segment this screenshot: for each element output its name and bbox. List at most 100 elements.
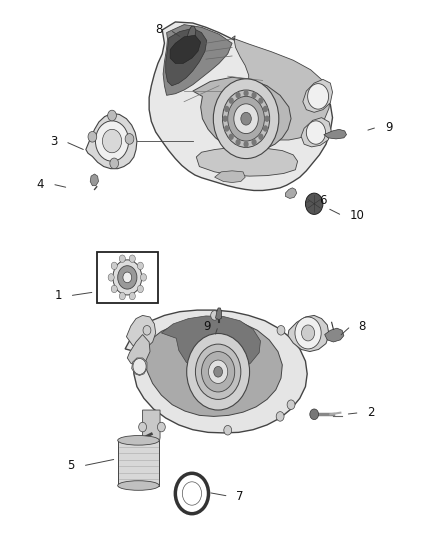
Polygon shape <box>303 79 332 112</box>
Ellipse shape <box>118 481 159 490</box>
Circle shape <box>295 317 321 349</box>
Circle shape <box>214 367 223 377</box>
Bar <box>118 440 159 486</box>
Polygon shape <box>143 410 160 448</box>
Circle shape <box>138 262 143 270</box>
Text: 10: 10 <box>350 209 365 222</box>
Circle shape <box>211 311 219 320</box>
Circle shape <box>229 134 234 140</box>
Polygon shape <box>324 130 346 139</box>
Text: 5: 5 <box>67 459 75 472</box>
Circle shape <box>213 79 279 159</box>
Circle shape <box>306 121 325 144</box>
Circle shape <box>119 255 125 262</box>
Polygon shape <box>215 171 245 182</box>
Text: 9: 9 <box>203 320 210 333</box>
Circle shape <box>287 400 295 409</box>
Circle shape <box>276 411 284 421</box>
Circle shape <box>111 262 117 270</box>
Text: 1: 1 <box>54 289 62 302</box>
Circle shape <box>143 326 151 335</box>
Circle shape <box>111 285 117 293</box>
Text: 6: 6 <box>319 193 327 207</box>
Circle shape <box>133 359 146 374</box>
Circle shape <box>138 285 143 293</box>
Circle shape <box>224 125 230 132</box>
Circle shape <box>113 260 142 295</box>
Polygon shape <box>127 335 150 367</box>
Polygon shape <box>127 316 155 349</box>
Text: 3: 3 <box>50 135 57 148</box>
Circle shape <box>125 134 134 144</box>
Polygon shape <box>86 114 137 168</box>
Circle shape <box>208 360 228 383</box>
Circle shape <box>129 255 135 262</box>
Polygon shape <box>161 316 261 374</box>
Circle shape <box>236 139 240 146</box>
Polygon shape <box>90 174 99 185</box>
Circle shape <box>263 106 268 112</box>
Polygon shape <box>196 148 297 176</box>
Circle shape <box>241 112 251 125</box>
Polygon shape <box>215 308 222 320</box>
Circle shape <box>263 125 268 132</box>
Polygon shape <box>286 188 297 198</box>
Circle shape <box>95 121 129 161</box>
Circle shape <box>277 326 285 335</box>
Circle shape <box>223 90 270 148</box>
Text: 9: 9 <box>385 120 392 134</box>
Polygon shape <box>166 28 207 86</box>
Circle shape <box>110 158 119 168</box>
Circle shape <box>301 325 314 341</box>
Circle shape <box>258 134 264 140</box>
Circle shape <box>236 92 240 98</box>
Circle shape <box>234 104 258 134</box>
Circle shape <box>310 409 318 419</box>
Circle shape <box>228 96 265 141</box>
Polygon shape <box>187 26 196 39</box>
Circle shape <box>258 98 264 104</box>
Polygon shape <box>170 35 201 63</box>
Circle shape <box>139 422 147 432</box>
Circle shape <box>251 92 257 98</box>
Circle shape <box>265 116 270 122</box>
Text: 8: 8 <box>359 320 366 333</box>
Circle shape <box>119 293 125 300</box>
Circle shape <box>88 132 97 142</box>
Polygon shape <box>232 36 330 140</box>
Circle shape <box>244 141 249 148</box>
Circle shape <box>224 106 230 112</box>
Polygon shape <box>141 319 283 416</box>
Circle shape <box>129 293 135 300</box>
Text: 2: 2 <box>367 406 375 419</box>
Circle shape <box>223 116 228 122</box>
Ellipse shape <box>118 435 159 445</box>
Circle shape <box>141 273 147 281</box>
Circle shape <box>157 422 165 432</box>
Circle shape <box>108 273 114 281</box>
Circle shape <box>229 98 234 104</box>
Polygon shape <box>149 22 332 190</box>
Circle shape <box>201 352 235 392</box>
Circle shape <box>195 344 241 399</box>
Circle shape <box>251 139 257 146</box>
Polygon shape <box>301 118 331 147</box>
Text: 7: 7 <box>237 490 244 503</box>
Text: 4: 4 <box>37 177 44 191</box>
Polygon shape <box>125 310 307 433</box>
Circle shape <box>123 272 132 282</box>
Text: 8: 8 <box>155 23 162 36</box>
Circle shape <box>244 90 249 96</box>
Polygon shape <box>132 358 147 375</box>
Circle shape <box>102 130 122 153</box>
Bar <box>97 252 158 303</box>
Polygon shape <box>163 25 232 95</box>
Circle shape <box>118 266 137 289</box>
Circle shape <box>224 425 232 435</box>
Polygon shape <box>288 316 329 352</box>
Circle shape <box>182 482 201 505</box>
Circle shape <box>108 110 117 121</box>
Circle shape <box>187 334 250 410</box>
Polygon shape <box>193 77 291 151</box>
Polygon shape <box>325 328 344 342</box>
